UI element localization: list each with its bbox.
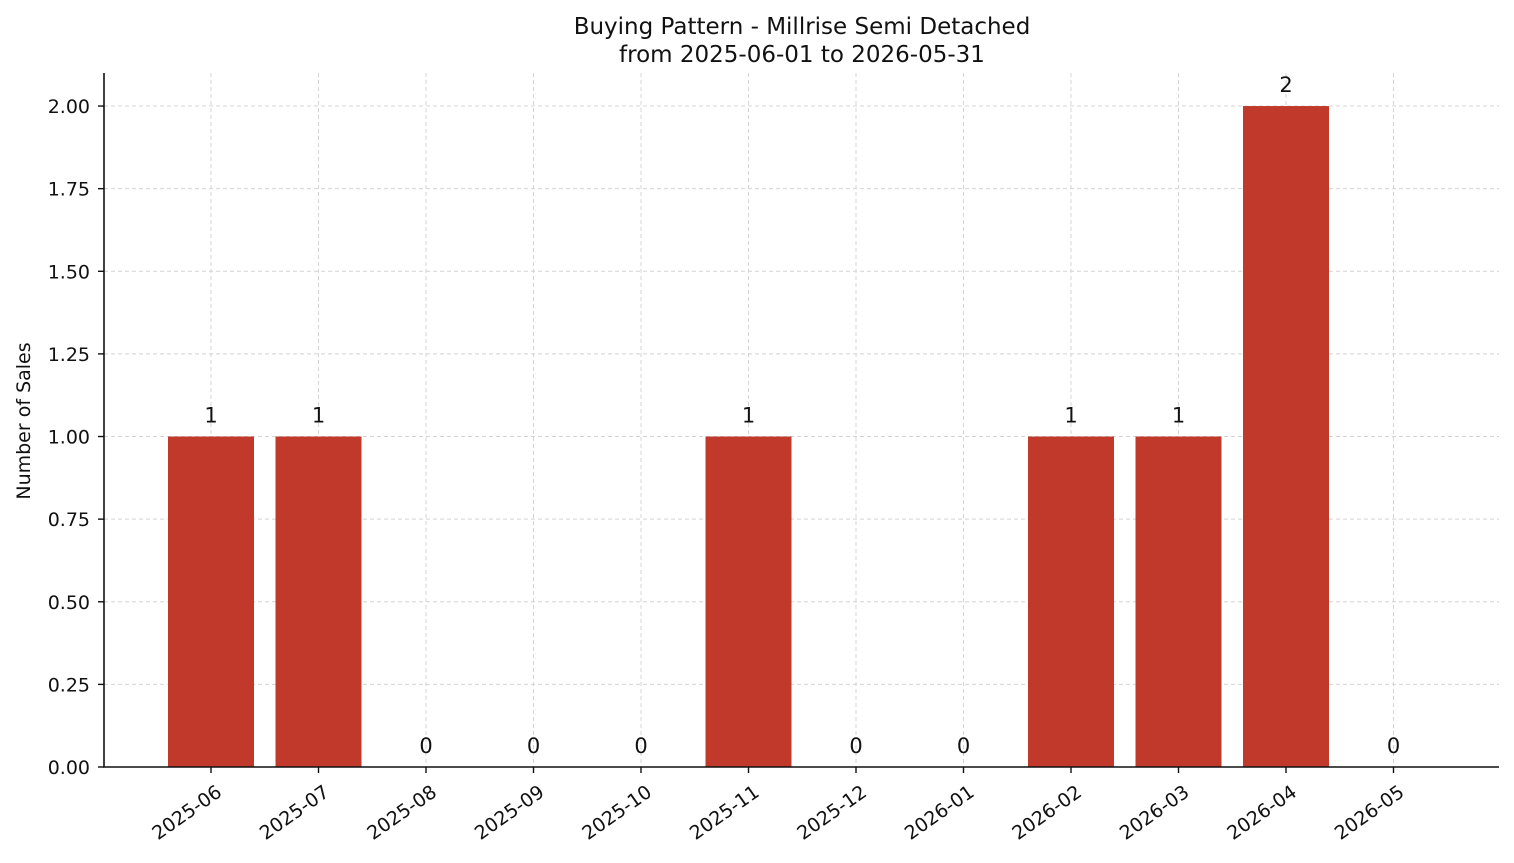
y-tick-label: 1.75 bbox=[48, 179, 90, 201]
bar-2025-07 bbox=[275, 436, 362, 767]
data-labels-group: 1 1 0 0 0 1 0 0 1 1 2 0 bbox=[204, 73, 1400, 758]
x-axis-ticks: 2025-06 2025-07 2025-08 2025-09 2025-10 2025-… bbox=[148, 767, 1408, 845]
y-tick-label: 1.25 bbox=[48, 344, 90, 366]
x-tick-label-2025-09: 2025-09 bbox=[471, 781, 549, 845]
x-tick-label-2025-11: 2025-11 bbox=[686, 781, 764, 845]
data-label-2025-07: 1 bbox=[312, 404, 325, 428]
chart-title: Buying Pattern - Millrise Semi Detached bbox=[574, 14, 1031, 40]
data-label-2025-08: 0 bbox=[419, 734, 432, 758]
y-tick-label: 0.50 bbox=[48, 592, 90, 614]
bar-2026-04 bbox=[1243, 106, 1329, 768]
bar-2026-03 bbox=[1135, 436, 1222, 767]
x-tick-label-2025-10: 2025-10 bbox=[578, 781, 656, 845]
x-tick-label-2026-01: 2026-01 bbox=[901, 781, 979, 845]
y-tick-label: 2.00 bbox=[48, 96, 90, 118]
y-tick-label: 0.75 bbox=[48, 509, 90, 531]
data-label-2025-12: 0 bbox=[849, 734, 862, 758]
x-tick-label-2026-05: 2026-05 bbox=[1331, 781, 1409, 845]
y-tick-label: 0.25 bbox=[48, 674, 90, 696]
x-tick-label-2025-07: 2025-07 bbox=[256, 781, 334, 845]
data-label-2026-01: 0 bbox=[957, 734, 970, 758]
y-tick-label: 1.50 bbox=[48, 261, 90, 283]
y-axis-label: Number of Sales bbox=[13, 342, 35, 499]
y-tick-label: 0.00 bbox=[48, 757, 90, 779]
data-label-2025-11: 1 bbox=[742, 404, 755, 428]
data-label-2026-02: 1 bbox=[1064, 404, 1077, 428]
data-label-2026-04: 2 bbox=[1279, 73, 1292, 97]
data-label-2025-06: 1 bbox=[204, 404, 217, 428]
bar-2025-06 bbox=[168, 436, 254, 767]
y-tick-label: 1.00 bbox=[48, 427, 90, 449]
bar-2026-02 bbox=[1028, 436, 1114, 767]
data-label-2026-03: 1 bbox=[1172, 404, 1185, 428]
bars-group bbox=[168, 106, 1329, 768]
x-tick-label-2025-12: 2025-12 bbox=[793, 781, 871, 845]
data-label-2026-05: 0 bbox=[1387, 734, 1400, 758]
x-tick-label-2026-04: 2026-04 bbox=[1223, 781, 1301, 845]
x-tick-label-2026-02: 2026-02 bbox=[1008, 781, 1086, 845]
x-tick-label-2025-06: 2025-06 bbox=[148, 781, 226, 845]
bar-2025-11 bbox=[705, 436, 792, 767]
data-label-2025-09: 0 bbox=[527, 734, 540, 758]
data-label-2025-10: 0 bbox=[634, 734, 647, 758]
chart-subtitle: from 2025-06-01 to 2026-05-31 bbox=[619, 42, 985, 68]
x-tick-label-2026-03: 2026-03 bbox=[1116, 781, 1194, 845]
x-tick-label-2025-08: 2025-08 bbox=[363, 781, 441, 845]
y-axis-ticks: 0.00 0.25 0.50 0.75 1.00 1.25 1.50 1.75 2.00 bbox=[48, 96, 104, 779]
